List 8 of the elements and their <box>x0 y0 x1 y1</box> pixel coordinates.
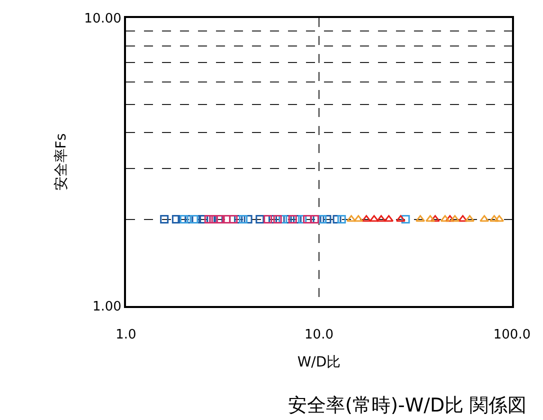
x-axis-title: W/D比 <box>297 354 341 370</box>
y-tick-label: 10.00 <box>84 12 122 27</box>
x-tick-label: 10.0 <box>304 328 334 343</box>
y-axis-title: 安全率Fs <box>53 133 70 191</box>
y-tick-label: 1.00 <box>92 300 122 315</box>
x-tick-label: 1.0 <box>116 328 136 343</box>
x-tick-label: 100.0 <box>493 328 531 343</box>
text: 安全率(常時)-W/D比 関係図 <box>288 394 527 417</box>
